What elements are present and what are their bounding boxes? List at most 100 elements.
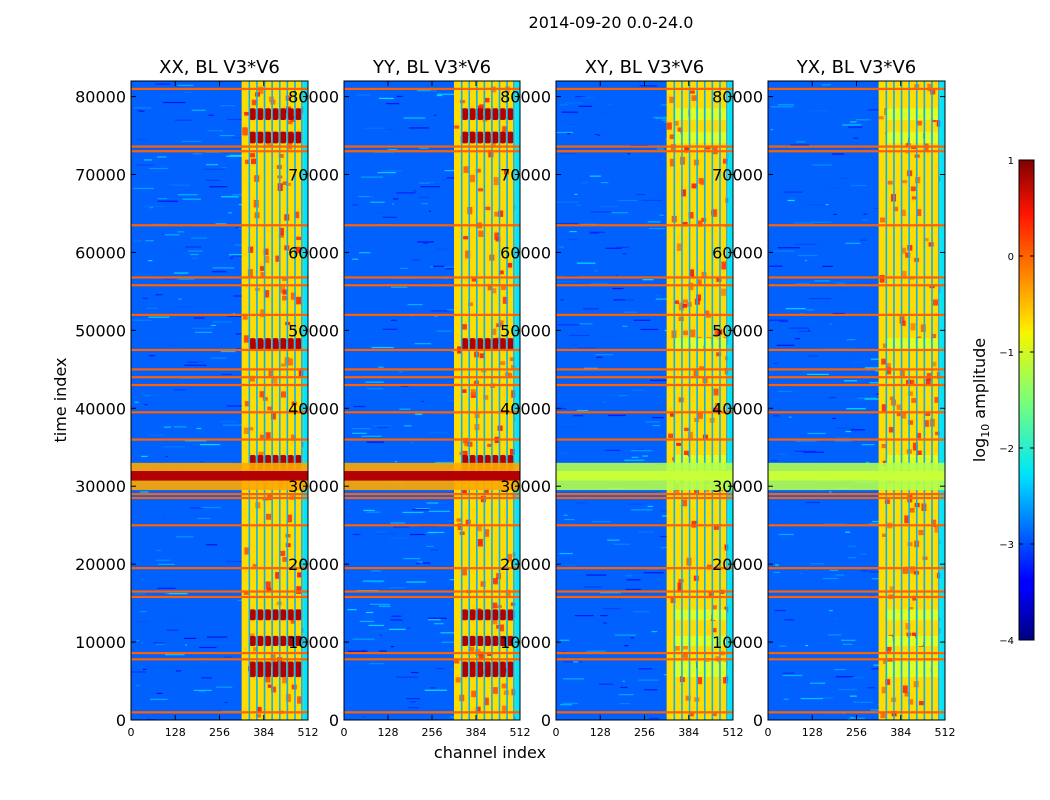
noise-speckle [216,686,233,688]
rfi-speckle [500,361,506,366]
bright-block [279,609,287,621]
bright-block [932,108,939,120]
bright-block [492,131,499,144]
bright-block [909,108,916,120]
noise-speckle [841,639,856,641]
rfi-speckle [896,412,902,417]
noise-speckle [777,453,788,455]
noise-speckle [803,451,824,453]
rfi-row [344,383,520,387]
bright-block [689,338,696,350]
bright-block [901,131,908,144]
noise-speckle [201,677,213,679]
rfi-speckle [267,406,273,411]
noise-speckle [400,267,408,270]
rfi-speckle [290,719,296,720]
bright-block [720,131,727,144]
rfi-row [768,496,945,500]
noise-speckle [631,456,639,458]
rfi-speckle [255,714,261,718]
bright-block [507,609,514,621]
noise-speckle [366,511,381,513]
bright-block [924,609,931,621]
noise-speckle [564,102,583,104]
noise-speckle [559,246,564,248]
noise-speckle [191,109,206,111]
bright-block [477,635,484,646]
rfi-speckle [882,343,888,348]
rfi-speckle [905,623,911,630]
rfi-speckle [469,646,475,652]
x-tick-label: 384 [466,726,487,739]
rfi-speckle [880,712,886,719]
noise-speckle [626,579,641,581]
bright-block [916,635,924,646]
noise-speckle [807,432,827,435]
rfi-row [344,150,520,153]
panel-title: XY, BL V3*V6 [585,57,704,78]
rfi-row [556,368,733,371]
noise-speckle [377,426,389,429]
noise-speckle [368,624,385,627]
y-axis-label: time index [51,357,70,442]
noise-speckle [630,152,636,154]
y-tick-label: 50000 [712,321,763,340]
rfi-speckle [714,403,720,408]
bright-block [287,338,294,350]
bright-block [924,635,931,646]
rfi-row [344,711,520,714]
noise-speckle [599,336,616,338]
colorbar-tick-label: −4 [999,636,1014,647]
noise-speckle [857,397,877,399]
noise-speckle [229,154,250,156]
noise-speckle [829,491,832,493]
noise-speckle [836,436,850,439]
noise-speckle [369,603,391,605]
noise-speckle [783,698,789,700]
noise-speckle [865,461,869,464]
rfi-row [556,383,733,387]
noise-speckle [598,683,614,685]
noise-speckle [848,126,863,128]
rfi-speckle [462,450,468,458]
noise-speckle [370,201,385,203]
noise-speckle [846,408,866,410]
noise-speckle [557,201,579,203]
colorbar-tick-label: 1 [1008,156,1014,167]
noise-speckle [382,328,398,330]
noise-speckle [569,344,578,346]
channel-gap [900,81,903,720]
bright-block [264,108,271,120]
noise-speckle [560,299,564,301]
y-tick-label: 30000 [288,477,339,496]
bright-block [272,635,279,646]
rfi-speckle [483,488,489,493]
rfi-speckle [669,134,675,140]
y-tick-label: 70000 [75,166,126,185]
noise-speckle [423,532,436,534]
noise-speckle [640,328,659,331]
noise-speckle [164,426,172,428]
y-tick-label: 0 [329,711,339,730]
noise-speckle [589,175,601,177]
rfi-speckle [698,177,704,184]
bright-block [682,338,689,350]
rfi-speckle [916,433,922,439]
noise-speckle [853,701,874,703]
rfi-row [768,348,945,352]
rfi-speckle [881,443,887,449]
noise-speckle [177,84,194,87]
noise-speckle [647,221,661,223]
rfi-speckle [249,375,255,382]
noise-speckle [386,103,400,105]
noise-speckle [162,460,172,463]
noise-speckle [389,587,406,589]
x-axis-label: channel index [434,743,546,762]
noise-speckle [768,316,771,318]
rfi-row [131,590,308,593]
rfi-speckle [666,122,672,130]
noise-speckle [184,364,207,366]
noise-speckle [840,177,848,179]
noise-speckle [778,390,792,393]
noise-speckle [379,650,387,652]
